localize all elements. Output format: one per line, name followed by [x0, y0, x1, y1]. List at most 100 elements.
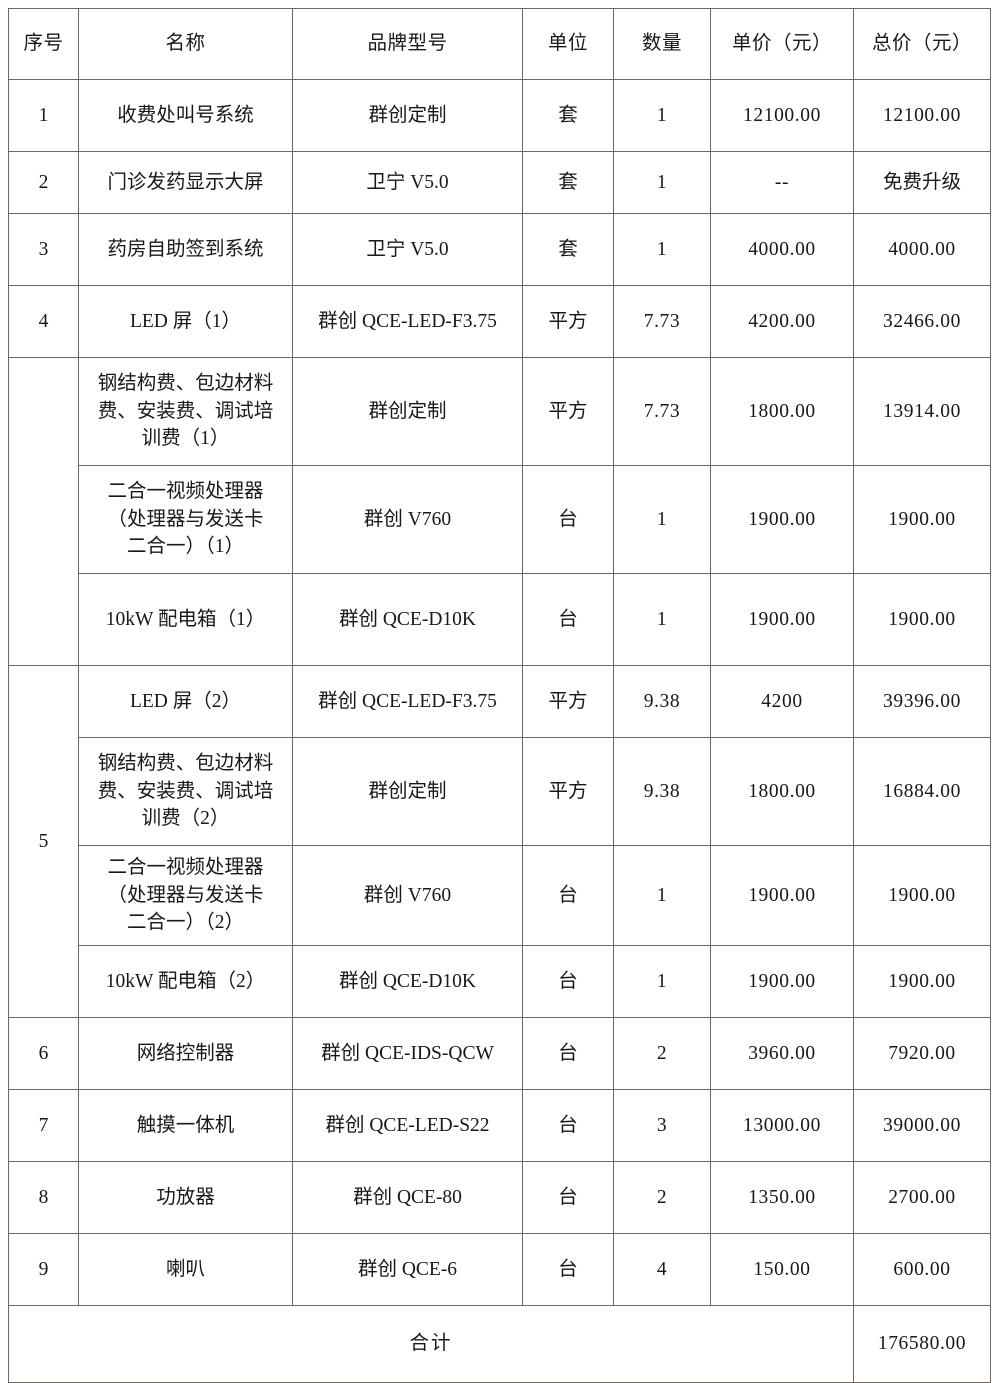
name-line: 二合一视频处理器	[107, 480, 264, 502]
cell-total: 39396.00	[853, 665, 991, 738]
cell-qty: 4	[613, 1233, 711, 1306]
cell-model: 群创 QCE-IDS-QCW	[292, 1017, 523, 1090]
column-header-name: 名称	[78, 8, 293, 80]
cell-name: 收费处叫号系统	[78, 79, 293, 152]
cell-qty: 1	[613, 573, 711, 666]
cell-name: 10kW 配电箱（1）	[78, 573, 293, 666]
name-line: 训费（1）	[141, 428, 230, 450]
table-row: 二合一视频处理器 （处理器与发送卡 二合一）（1） 群创 V760 台 1 19…	[9, 465, 991, 574]
cell-total: 1900.00	[853, 945, 991, 1018]
cell-qty: 1	[613, 213, 711, 286]
table-row: 2 门诊发药显示大屏 卫宁 V5.0 套 1 -- 免费升级	[8, 151, 991, 214]
table-row: 7 触摸一体机 群创 QCE-LED-S22 台 3 13000.00 3900…	[8, 1089, 991, 1162]
cell-price: --	[710, 151, 854, 214]
cell-qty: 1	[613, 845, 711, 946]
cell-model: 群创 QCE-D10K	[292, 945, 523, 1018]
cell-total: 4000.00	[853, 213, 991, 286]
cell-price: 1900.00	[710, 573, 854, 666]
cell-name: 功放器	[78, 1161, 293, 1234]
cell-unit: 台	[522, 945, 614, 1018]
name-line: 二合一）（1）	[126, 536, 244, 558]
table-header: 序号 名称 品牌型号 单位 数量 单价（元） 总价（元）	[8, 8, 991, 80]
cell-group-index-4	[8, 357, 79, 666]
cell-unit: 台	[522, 1233, 614, 1306]
cell-unit: 台	[522, 1017, 614, 1090]
cell-model: 卫宁 V5.0	[292, 213, 523, 286]
table-row: 二合一视频处理器 （处理器与发送卡 二合一）（2） 群创 V760 台 1 19…	[9, 845, 991, 946]
cell-price: 3960.00	[710, 1017, 854, 1090]
name-line: 二合一）（2）	[126, 912, 244, 934]
table-row: 3 药房自助签到系统 卫宁 V5.0 套 1 4000.00 4000.00	[8, 213, 991, 286]
cell-qty: 9.38	[613, 737, 711, 846]
cell-model: 群创 QCE-LED-S22	[292, 1089, 523, 1162]
cell-price: 4200	[710, 665, 854, 738]
cell-name: 二合一视频处理器 （处理器与发送卡 二合一）（2）	[78, 845, 293, 946]
cell-total: 600.00	[853, 1233, 991, 1306]
cell-qty: 1	[613, 465, 711, 574]
name-line: （处理器与发送卡	[107, 884, 264, 906]
cell-model: 群创定制	[292, 357, 523, 466]
cell-model: 群创定制	[292, 737, 523, 846]
cell-model: 群创 V760	[292, 845, 523, 946]
name-line: 训费（2）	[141, 808, 230, 830]
cell-model: 群创 QCE-D10K	[292, 573, 523, 666]
total-amount: 176580.00	[853, 1305, 991, 1383]
cell-unit: 套	[522, 151, 614, 214]
cell-qty: 7.73	[613, 357, 711, 466]
cell-no: 6	[8, 1017, 79, 1090]
cell-unit: 台	[522, 465, 614, 574]
total-label: 合计	[8, 1305, 854, 1383]
cell-name: LED 屏（1）	[78, 285, 293, 358]
cell-qty: 9.38	[613, 665, 711, 738]
cell-total: 39000.00	[853, 1089, 991, 1162]
table-total-row: 合计 176580.00	[8, 1305, 991, 1383]
cell-qty: 7.73	[613, 285, 711, 358]
quotation-table: 序号 名称 品牌型号 单位 数量 单价（元） 总价（元） 1 收费处叫号系统 群…	[8, 8, 991, 1383]
cell-name: 10kW 配电箱（2）	[78, 945, 293, 1018]
name-line: 钢结构费、包边材料	[97, 372, 274, 394]
table-row: 10kW 配电箱（2） 群创 QCE-D10K 台 1 1900.00 1900…	[9, 945, 991, 1018]
cell-name: 触摸一体机	[78, 1089, 293, 1162]
table-row: 钢结构费、包边材料 费、安装费、调试培 训费（2） 群创定制 平方 9.38 1…	[9, 737, 991, 846]
cell-name: 二合一视频处理器 （处理器与发送卡 二合一）（1）	[78, 465, 293, 574]
cell-no: 8	[8, 1161, 79, 1234]
name-line: 费、安装费、调试培	[97, 400, 274, 422]
column-header-price: 单价（元）	[710, 8, 854, 80]
cell-total: 13914.00	[853, 357, 991, 466]
cell-price: 1800.00	[710, 737, 854, 846]
cell-total: 12100.00	[853, 79, 991, 152]
name-line: 费、安装费、调试培	[97, 780, 274, 802]
column-header-qty: 数量	[613, 8, 711, 80]
cell-name: 钢结构费、包边材料 费、安装费、调试培 训费（1）	[78, 357, 293, 466]
cell-unit: 平方	[522, 737, 614, 846]
table-body: 1 收费处叫号系统 群创定制 套 1 12100.00 12100.00 2 门…	[8, 79, 991, 1383]
cell-total: 1900.00	[853, 573, 991, 666]
name-line: 钢结构费、包边材料	[97, 752, 274, 774]
column-header-no: 序号	[8, 8, 79, 80]
cell-name: LED 屏（2）	[78, 665, 293, 738]
cell-no: 7	[8, 1089, 79, 1162]
cell-price: 4000.00	[710, 213, 854, 286]
cell-model: 群创 QCE-LED-F3.75	[292, 665, 523, 738]
cell-unit: 台	[522, 573, 614, 666]
cell-unit: 套	[522, 213, 614, 286]
cell-price: 1900.00	[710, 465, 854, 574]
cell-total: 免费升级	[853, 151, 991, 214]
cell-qty: 2	[613, 1161, 711, 1234]
cell-price: 4200.00	[710, 285, 854, 358]
cell-price: 1900.00	[710, 845, 854, 946]
table-row: 9 喇叭 群创 QCE-6 台 4 150.00 600.00	[8, 1233, 991, 1306]
cell-no: 3	[8, 213, 79, 286]
cell-unit: 台	[522, 1089, 614, 1162]
cell-total: 7920.00	[853, 1017, 991, 1090]
cell-no: 4	[8, 285, 79, 358]
cell-name: 药房自助签到系统	[78, 213, 293, 286]
cell-model: 群创 QCE-6	[292, 1233, 523, 1306]
cell-unit: 套	[522, 79, 614, 152]
cell-name: 门诊发药显示大屏	[78, 151, 293, 214]
cell-no: 1	[8, 79, 79, 152]
column-header-total: 总价（元）	[853, 8, 991, 80]
cell-qty: 3	[613, 1089, 711, 1162]
table-row: 10kW 配电箱（1） 群创 QCE-D10K 台 1 1900.00 1900…	[9, 573, 991, 666]
